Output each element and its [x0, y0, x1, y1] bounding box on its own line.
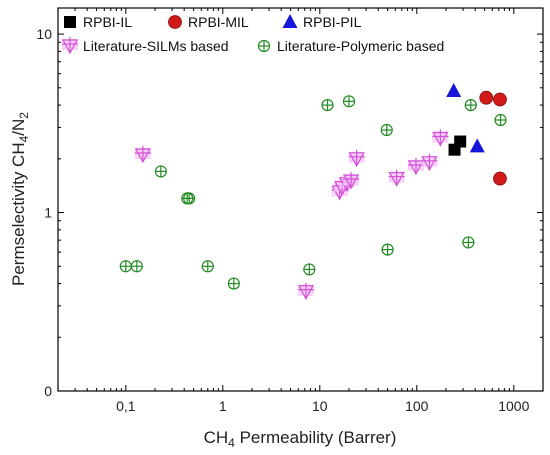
- data-point: [421, 153, 438, 172]
- data-point: [321, 98, 334, 112]
- x-tick-label: 10: [312, 398, 328, 414]
- data-point: [432, 129, 449, 147]
- data-point: [297, 282, 314, 300]
- data-point: [119, 260, 132, 273]
- data-point: [154, 165, 167, 178]
- data-point: [343, 172, 360, 190]
- data-points: [119, 82, 507, 300]
- legend-marker: [257, 39, 271, 53]
- y-tick-label: 10: [36, 26, 52, 42]
- legend-marker: [61, 37, 79, 55]
- data-point: [348, 149, 365, 168]
- y-tick-label: 1: [44, 205, 52, 221]
- data-point: [479, 90, 494, 105]
- data-point: [462, 236, 475, 249]
- legend-label: RPBI-IL: [83, 14, 132, 30]
- data-point: [464, 98, 477, 112]
- legend-marker: [282, 14, 298, 28]
- data-point: [130, 260, 143, 273]
- data-point: [303, 263, 316, 276]
- data-point: [134, 146, 151, 164]
- x-tick-label: 0,1: [116, 398, 136, 414]
- data-point: [201, 260, 214, 273]
- data-point: [380, 123, 393, 137]
- axis-ticks: [57, 8, 544, 392]
- data-point: [469, 138, 485, 153]
- data-point: [407, 157, 424, 176]
- legend-label: RPBI-PIL: [303, 14, 362, 30]
- legend-marker: [64, 16, 76, 28]
- y-axis-title: Permselectivity CH4/N2: [9, 112, 31, 286]
- data-point: [494, 113, 507, 127]
- data-point: [446, 82, 462, 97]
- plot-area: [57, 7, 544, 392]
- legend-label: RPBI-MIL: [188, 14, 249, 30]
- data-point: [454, 135, 467, 148]
- x-tick-label: 1: [219, 398, 227, 414]
- legend-marker: [168, 15, 182, 29]
- x-axis-title: CH4 Permeability (Barrer): [204, 428, 397, 450]
- y-tick-label: 0: [44, 383, 52, 399]
- legend-label: Literature-SILMs based: [83, 38, 229, 54]
- legend-label: Literature-Polymeric based: [277, 38, 444, 54]
- data-point: [493, 171, 507, 186]
- data-point: [493, 92, 507, 107]
- x-tick-label: 100: [405, 398, 429, 414]
- data-point: [342, 95, 356, 108]
- data-point: [388, 169, 405, 187]
- data-point: [381, 243, 394, 256]
- x-tick-label: 1000: [498, 398, 529, 414]
- data-point: [227, 277, 240, 290]
- data-point: [183, 192, 196, 205]
- tick-labels: 0,1 1 10 100 1000 0 1 10: [36, 26, 529, 414]
- legend: RPBI-IL RPBI-MIL RPBI-PIL Literature-SILMs …: [61, 14, 444, 55]
